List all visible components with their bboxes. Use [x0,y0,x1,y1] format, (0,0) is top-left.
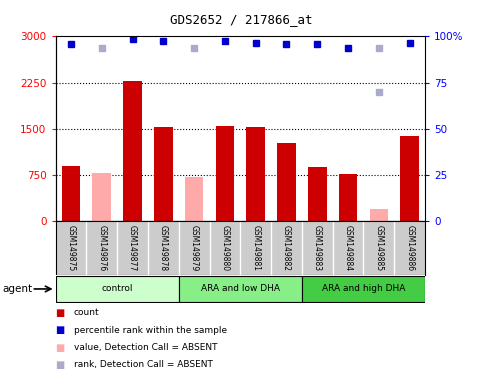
Bar [339,174,357,221]
Bar [62,166,80,221]
Bar [215,126,234,221]
Text: GSM149876: GSM149876 [97,225,106,271]
Text: ■: ■ [56,360,65,370]
Text: GDS2652 / 217866_at: GDS2652 / 217866_at [170,13,313,26]
Text: GSM149879: GSM149879 [190,225,199,271]
Text: GSM149875: GSM149875 [67,225,75,271]
Bar [154,127,172,221]
Text: rank, Detection Call = ABSENT: rank, Detection Call = ABSENT [74,360,213,369]
Text: ■: ■ [56,308,65,318]
Text: GSM149882: GSM149882 [282,225,291,271]
Text: ARA and high DHA: ARA and high DHA [322,285,405,293]
Bar [185,177,203,221]
Text: GSM149886: GSM149886 [405,225,414,271]
Bar [92,173,111,221]
Text: GSM149880: GSM149880 [220,225,229,271]
Text: agent: agent [2,284,32,294]
Bar [302,276,425,302]
Bar [56,276,179,302]
Text: GSM149878: GSM149878 [159,225,168,271]
Text: GSM149877: GSM149877 [128,225,137,271]
Text: ■: ■ [56,325,65,335]
Bar [277,143,296,221]
Text: count: count [74,308,99,318]
Text: GSM149885: GSM149885 [374,225,384,271]
Bar [246,127,265,221]
Bar [123,81,142,221]
Text: control: control [101,285,133,293]
Text: GSM149881: GSM149881 [251,225,260,271]
Text: GSM149884: GSM149884 [343,225,353,271]
Text: value, Detection Call = ABSENT: value, Detection Call = ABSENT [74,343,217,352]
Bar [400,136,419,221]
Bar [369,209,388,221]
Text: ARA and low DHA: ARA and low DHA [201,285,280,293]
Text: ■: ■ [56,343,65,353]
Text: percentile rank within the sample: percentile rank within the sample [74,326,227,335]
Bar [308,167,327,221]
Text: GSM149883: GSM149883 [313,225,322,271]
Bar [179,276,302,302]
